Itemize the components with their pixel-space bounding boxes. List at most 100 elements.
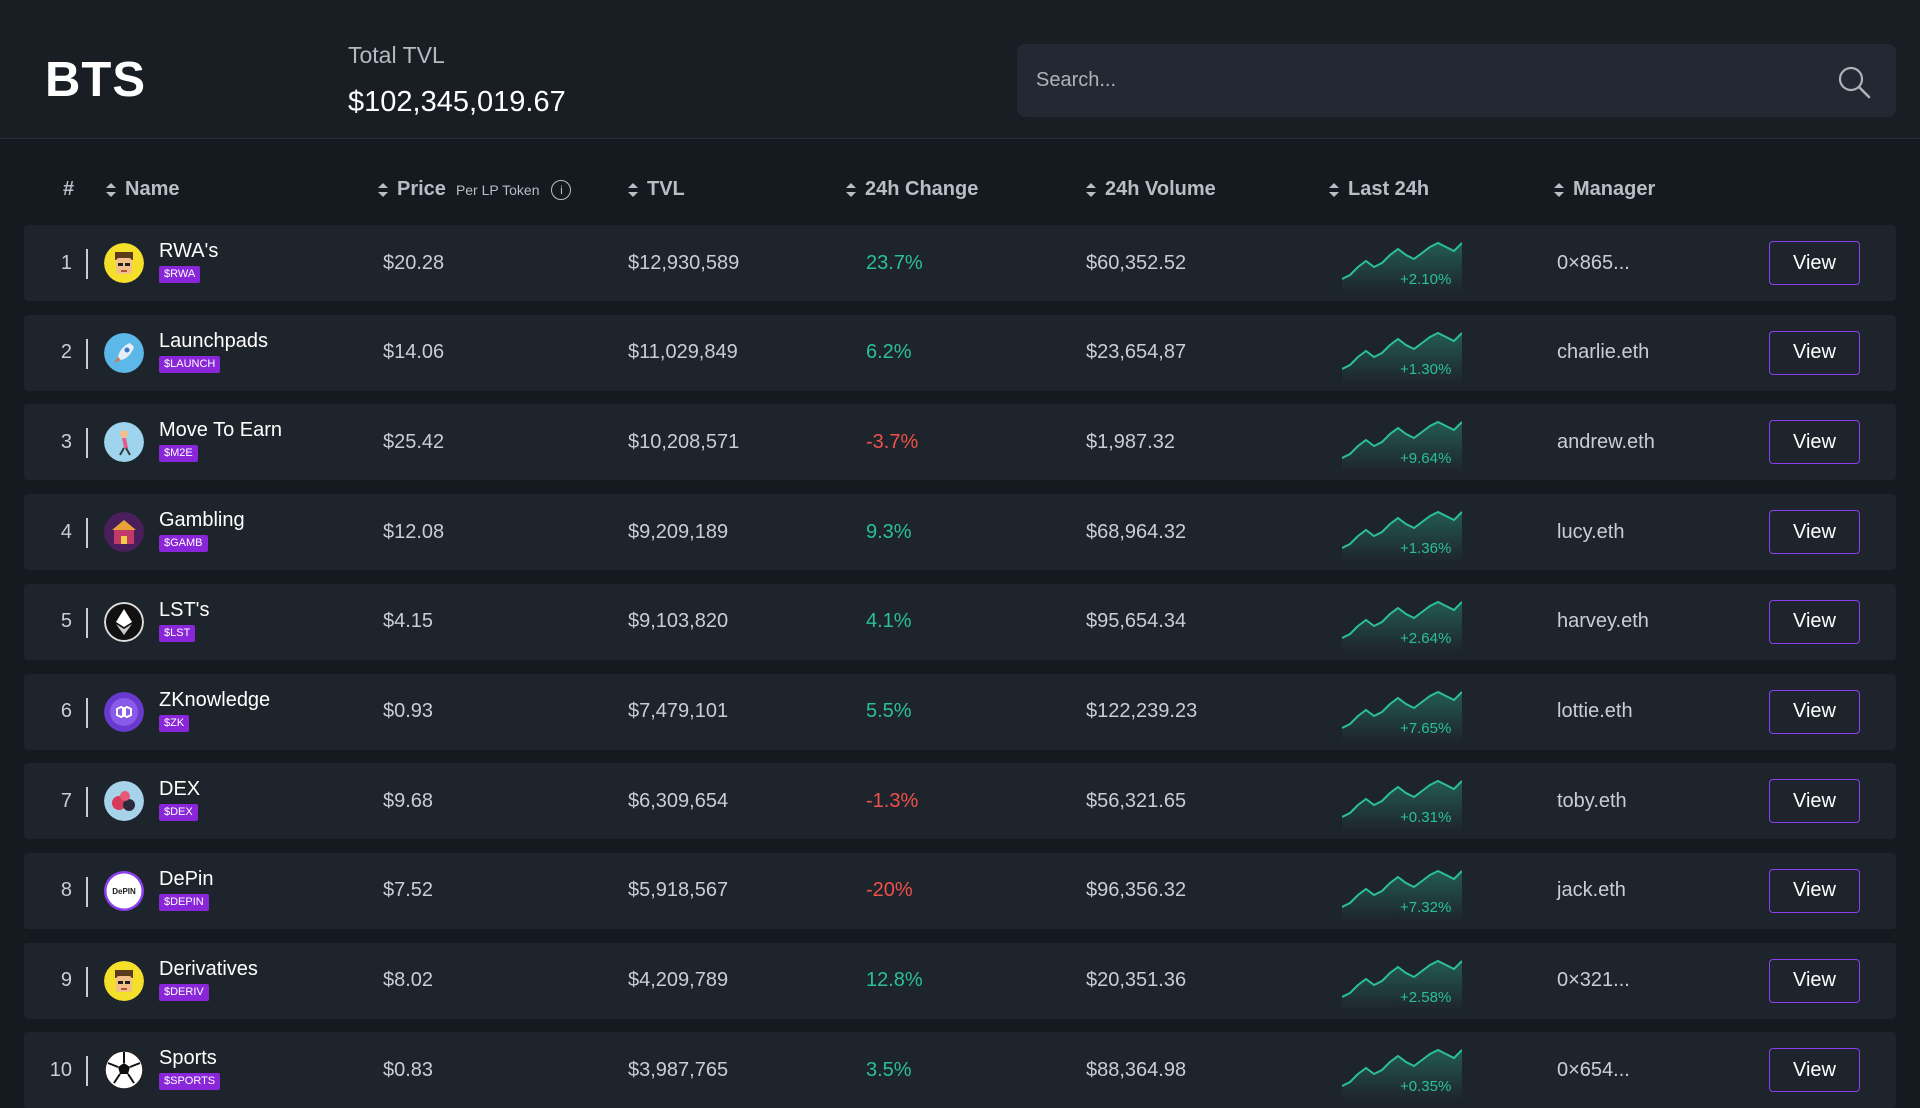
sparkline-line	[1342, 510, 1462, 549]
sparkline-change: +9.64%	[1400, 450, 1452, 468]
search-box[interactable]	[1017, 44, 1896, 117]
column-last24[interactable]: Last 24h	[1328, 178, 1429, 201]
view-button[interactable]: View	[1769, 779, 1860, 824]
view-button[interactable]: View	[1769, 689, 1860, 734]
sparkline-change: +2.10%	[1400, 271, 1452, 288]
manager-value[interactable]: andrew.eth	[1557, 430, 1655, 453]
manager-value[interactable]: 0×321...	[1557, 969, 1630, 992]
row-rank: 1	[60, 251, 72, 274]
rank-divider	[86, 338, 88, 369]
view-button[interactable]: View	[1769, 599, 1860, 644]
table-row[interactable]: 10 Sports $SPORTS $0.83 $3,987,765 3.5% $88,36…	[24, 1032, 1896, 1108]
row-rank: 7	[60, 789, 72, 812]
change-value: 12.8%	[866, 969, 923, 992]
view-button[interactable]: View	[1769, 868, 1860, 913]
manager-value[interactable]: jack.eth	[1557, 879, 1626, 902]
column-price[interactable]: Price Per LP Token i	[377, 178, 572, 201]
pool-name-cell: ZKnowledge $ZK	[159, 688, 270, 732]
svg-text:DePIN: DePIN	[112, 887, 136, 896]
rank-divider	[86, 787, 88, 818]
rank-divider	[86, 518, 88, 549]
table-row[interactable]: 4 Gambling $GAMB $12.08 $9,209,189 9.3% $68,96…	[24, 494, 1896, 571]
table-row[interactable]: 2 Launchpads $LAUNCH $14.06 $11,029,849 6.2% $…	[24, 314, 1896, 391]
view-button[interactable]: View	[1769, 420, 1860, 465]
sparkline-chart	[1342, 241, 1462, 293]
price-value: $0.83	[383, 1058, 434, 1081]
sparkline-area	[1342, 1050, 1462, 1101]
volume-value: $95,654.34	[1086, 610, 1187, 633]
table-row[interactable]: 6 ZKnowledge $ZK $0.93 $7,479,101 5.5% $122,23…	[24, 673, 1896, 750]
sparkline-change: +1.36%	[1400, 540, 1452, 558]
manager-value[interactable]: lottie.eth	[1557, 700, 1633, 722]
sparkline-change: +2.64%	[1400, 629, 1452, 647]
view-button[interactable]: View	[1769, 330, 1860, 375]
table-row[interactable]: 3 Move To Earn $M2E $25.42 $10,208,571 -3.7% $…	[24, 404, 1896, 481]
sparkline-chart	[1342, 869, 1462, 921]
volume-value: $68,964.32	[1086, 520, 1187, 543]
price-value: $25.42	[383, 430, 445, 453]
sparkline-change: +1.30%	[1400, 360, 1452, 378]
manager-value[interactable]: toby.eth	[1557, 789, 1627, 812]
tvl-value: $11,029,849	[628, 341, 738, 364]
price-value: $0.93	[383, 700, 434, 722]
change-value: 3.5%	[866, 1058, 912, 1081]
table-row[interactable]: 5 LST's $LST $4.15 $9,103,820 4.1% $95,654.34 +…	[24, 583, 1896, 660]
column-name[interactable]: Name	[105, 178, 179, 201]
info-icon[interactable]: i	[551, 179, 572, 200]
ticker-badge: $ZK	[159, 714, 190, 732]
table-row[interactable]: 1 RWA's $RWA $20.28 $12,930,589 23.7% $60,352.…	[24, 225, 1896, 301]
view-button[interactable]: View	[1769, 510, 1860, 555]
ticker-badge: $LAUNCH	[159, 355, 221, 373]
table-row[interactable]: 7 DEX $DEX $9.68 $6,309,654 -1.3% $56,321.65 +0…	[24, 763, 1896, 840]
table-row[interactable]: 8 DePIN DePin $DEPIN $7.52 $5,918,567 -20% $96,…	[24, 852, 1896, 929]
row-rank: 9	[60, 969, 72, 992]
app-logo[interactable]: BTS	[45, 53, 146, 107]
rank-divider	[86, 697, 88, 728]
casino-icon	[104, 512, 144, 553]
manager-value[interactable]: lucy.eth	[1557, 520, 1625, 543]
manager-value[interactable]: charlie.eth	[1557, 341, 1650, 364]
column-manager[interactable]: Manager	[1553, 178, 1655, 201]
rank-divider	[86, 249, 88, 279]
sparkline-change: +0.31%	[1400, 809, 1452, 827]
manager-value[interactable]: 0×654...	[1557, 1058, 1630, 1081]
total-tvl-label: Total TVL	[348, 42, 445, 68]
change-value: 9.3%	[866, 520, 912, 543]
pool-name: LST's	[159, 598, 210, 621]
row-rank: 10	[49, 1058, 72, 1081]
manager-value[interactable]: harvey.eth	[1557, 610, 1649, 633]
total-tvl-value: $102,345,019.67	[348, 86, 566, 118]
search-icon[interactable]	[1836, 64, 1872, 100]
sort-icon	[1554, 182, 1564, 197]
sparkline-area	[1342, 781, 1462, 832]
manager-value[interactable]: 0×865...	[1557, 251, 1630, 274]
column-volume-label: 24h Volume	[1105, 178, 1216, 200]
view-button[interactable]: View	[1769, 241, 1860, 285]
pool-name: DePin	[159, 867, 214, 890]
table-row[interactable]: 9 Derivatives $DERIV $8.02 $4,209,789 12.8% $2…	[24, 942, 1896, 1019]
column-tvl[interactable]: TVL	[627, 178, 685, 201]
rank-divider	[86, 966, 88, 997]
volume-value: $1,987.32	[1086, 430, 1175, 453]
column-change[interactable]: 24h Change	[845, 178, 978, 201]
pool-name-cell: Gambling $GAMB	[159, 508, 245, 553]
change-value: 4.1%	[866, 610, 912, 633]
tvl-value: $5,918,567	[628, 879, 729, 902]
sort-icon	[628, 182, 638, 197]
sparkline-area	[1342, 243, 1462, 293]
price-value: $4.15	[383, 610, 434, 633]
pool-name-cell: DEX $DEX	[159, 777, 200, 822]
pool-name-cell: Launchpads $LAUNCH	[159, 329, 268, 373]
column-rank-label: #	[63, 178, 75, 200]
polygon-icon	[104, 691, 144, 732]
runner-icon	[104, 422, 144, 463]
search-input[interactable]	[1036, 44, 1796, 117]
column-tvl-label: TVL	[647, 178, 685, 200]
column-volume[interactable]: 24h Volume	[1085, 178, 1216, 201]
sparkline-area	[1342, 960, 1462, 1011]
view-button[interactable]: View	[1769, 958, 1860, 1003]
sparkline-line	[1342, 241, 1462, 280]
view-button[interactable]: View	[1769, 1048, 1860, 1093]
sparkline-chart	[1342, 1049, 1462, 1101]
sparkline-area	[1342, 512, 1462, 563]
